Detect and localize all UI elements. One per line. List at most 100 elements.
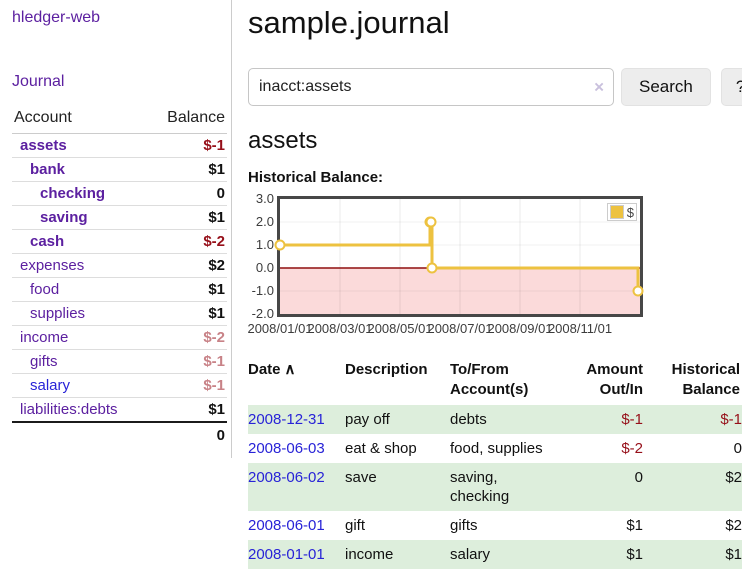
account-balance: $-2 (147, 229, 227, 254)
account-link[interactable]: bank (30, 161, 66, 178)
transaction-balance: $2 (725, 517, 742, 534)
account-row: food $1 (12, 277, 227, 302)
app-title-link[interactable]: hledger-web (12, 9, 101, 26)
transaction-amount: $1 (626, 546, 643, 563)
account-row: bank $1 (12, 157, 227, 182)
clear-search-icon[interactable]: × (594, 77, 604, 97)
account-link[interactable]: food (30, 281, 60, 298)
register-col-amount: Amount Out/In (586, 361, 643, 398)
transaction-balance: 0 (733, 440, 742, 457)
legend-swatch-icon (609, 205, 624, 219)
transaction-accounts: debts (450, 411, 487, 428)
account-link[interactable]: supplies (30, 305, 86, 322)
account-link[interactable]: salary (30, 377, 71, 394)
account-balance: $1 (147, 205, 227, 230)
transaction-date-link[interactable]: 2008-12-31 (248, 411, 325, 428)
transaction-accounts: saving, checking (450, 469, 510, 505)
search-form: × Search ? (248, 68, 742, 106)
account-link[interactable]: gifts (30, 353, 58, 370)
sidebar-item-journal[interactable]: Journal (12, 73, 65, 90)
chart-title: Historical Balance: (248, 169, 384, 186)
chart-legend: $ (606, 203, 637, 221)
search-input[interactable] (248, 68, 614, 106)
search-button[interactable]: Search (621, 68, 711, 106)
transaction-description: save (345, 469, 377, 486)
y-tick-label: -2.0 (251, 306, 274, 321)
help-button[interactable]: ? (720, 68, 742, 106)
x-tick-label: 2008/07/01 (427, 321, 493, 336)
x-tick-label: 2008/05/01 (367, 321, 433, 336)
account-balance: $1 (147, 301, 227, 326)
transaction-date-link[interactable]: 2008-06-01 (248, 517, 325, 534)
transaction-date-link[interactable]: 2008-06-02 (248, 469, 325, 486)
accounts-total-row: 0 (12, 422, 227, 448)
account-balance: $1 (147, 277, 227, 302)
y-tick-label: -1.0 (251, 283, 274, 298)
page-title: sample.journal (248, 5, 450, 40)
account-link[interactable]: liabilities:debts (20, 401, 118, 418)
transaction-balance: $-1 (720, 411, 742, 428)
accounts-col-account: Account (12, 107, 148, 134)
transaction-amount: $1 (626, 517, 643, 534)
accounts-table-body: assets $-1 bank $1 checking 0 saving $1 cash $-2 e… (12, 133, 227, 449)
transaction-row: 2008-06-02 save saving, checking 0 $2 (248, 463, 742, 511)
account-row: expenses $2 (12, 253, 227, 278)
transaction-row: 2008-01-01 income salary $1 $1 (248, 540, 742, 569)
data-point-markers (274, 216, 644, 297)
account-balance: $-1 (147, 349, 227, 374)
transaction-row: 2008-12-31 pay off debts $-1 $-1 (248, 405, 742, 434)
transaction-date-link[interactable]: 2008-06-03 (248, 440, 325, 457)
transaction-date-link[interactable]: 2008-01-01 (248, 546, 325, 563)
account-balance: $-1 (147, 133, 227, 158)
y-tick-label: 3.0 (255, 191, 274, 206)
account-balance: $-1 (147, 373, 227, 398)
main-content: sample.journal × Search ? assets Histori… (232, 0, 742, 569)
account-row: liabilities:debts $1 (12, 397, 227, 423)
account-link[interactable]: income (20, 329, 69, 346)
account-row: income $-2 (12, 325, 227, 350)
legend-label: $ (626, 204, 634, 220)
historical-balance-chart: $ 3.0 2.0 1.0 0.0 -1.0 -2.0 2008/01/01 2008/03… (247, 191, 742, 339)
account-row: salary $-1 (12, 373, 227, 398)
account-link[interactable]: expenses (20, 257, 85, 274)
transaction-amount: $-2 (621, 440, 643, 457)
accounts-table: Account Balance assets $-1 bank $1 checking 0… (12, 107, 227, 448)
transaction-accounts: gifts (450, 517, 478, 534)
transaction-amount: $-1 (621, 411, 643, 428)
chart-plot-area: $ (274, 196, 644, 317)
account-balance: $2 (147, 253, 227, 278)
account-row: assets $-1 (12, 133, 227, 158)
transaction-description: pay off (345, 411, 390, 428)
account-balance: $-2 (147, 325, 227, 350)
register-table-body: 2008-12-31 pay off debts $-1 $-1 2008-06-03 ea… (248, 405, 742, 569)
account-link[interactable]: checking (40, 185, 106, 202)
accounts-total-value: 0 (216, 427, 225, 444)
accounts-col-balance: Balance (147, 107, 227, 134)
x-tick-label: 2008/11/01 (547, 321, 613, 336)
transaction-description: income (345, 546, 394, 563)
account-row: cash $-2 (12, 229, 227, 254)
transaction-balance: $2 (725, 469, 742, 486)
transaction-description: gift (345, 517, 366, 534)
account-row: checking 0 (12, 181, 227, 206)
transaction-balance: $1 (725, 546, 742, 563)
transaction-accounts: salary (450, 546, 491, 563)
transaction-accounts: food, supplies (450, 440, 543, 457)
account-link[interactable]: cash (30, 233, 65, 250)
sort-asc-icon: ∧ (284, 361, 296, 378)
chart-canvas (274, 199, 644, 314)
register-col-balance: Historical Balance (671, 361, 740, 398)
search-box: × (248, 68, 614, 106)
transaction-row: 2008-06-03 eat & shop food, supplies $-2 0 (248, 434, 742, 463)
sidebar: hledger-web Journal Account Balance asse… (0, 0, 232, 458)
account-link[interactable]: saving (40, 209, 88, 226)
register-col-accounts: To/From Account(s) (450, 361, 529, 398)
x-tick-label: 2008/09/01 (487, 321, 553, 336)
x-tick-label: 2008/01/01 (247, 321, 313, 336)
y-tick-label: 1.0 (255, 237, 274, 252)
account-balance: $1 (147, 397, 227, 423)
account-link[interactable]: assets (20, 137, 67, 154)
account-row: supplies $1 (12, 301, 227, 326)
register-col-date[interactable]: Date ∧ (248, 361, 296, 378)
x-tick-label: 2008/03/01 (307, 321, 373, 336)
